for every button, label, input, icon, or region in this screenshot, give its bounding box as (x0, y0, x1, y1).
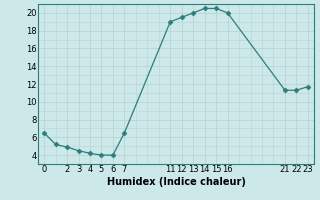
X-axis label: Humidex (Indice chaleur): Humidex (Indice chaleur) (107, 177, 245, 187)
